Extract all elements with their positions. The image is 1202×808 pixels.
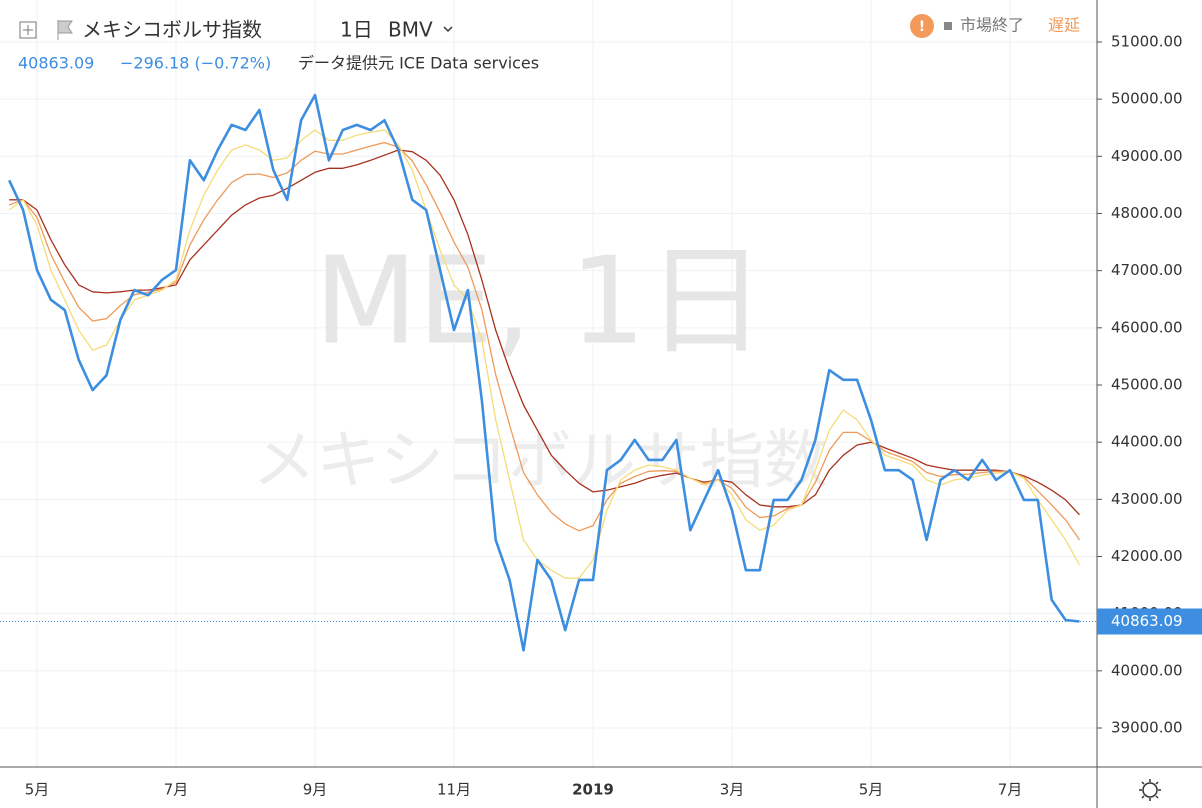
x-tick-label: 7月 (998, 781, 1023, 799)
y-tick-label: 49000.00 (1111, 147, 1183, 165)
ma-line (8, 141, 1081, 541)
y-tick-label: 47000.00 (1111, 261, 1183, 279)
y-tick-label: 39000.00 (1111, 719, 1183, 737)
settings-icon[interactable] (1139, 779, 1161, 801)
settings-teeth (1139, 779, 1161, 801)
y-tick-label: 50000.00 (1111, 90, 1183, 108)
x-tick-label: 9月 (303, 781, 328, 799)
y-tick-label: 45000.00 (1111, 375, 1183, 393)
market-status: 市場終了 (960, 16, 1024, 35)
status-dot (944, 22, 952, 30)
x-tick-label: 5月 (859, 781, 884, 799)
x-tick-label: 2019 (572, 781, 614, 799)
last-price: 40863.09 (18, 54, 94, 73)
x-tick-label: 5月 (25, 781, 50, 799)
price-change: −296.18 (−0.72%) (120, 54, 271, 73)
flag-icon (57, 20, 73, 40)
watermark-sub: メキシコボルサ指数 (252, 425, 828, 499)
watermark: ME, 1日 (314, 233, 766, 372)
y-tick-label: 43000.00 (1111, 490, 1183, 508)
settings-gear[interactable] (1142, 782, 1158, 798)
last-price-tag (1097, 608, 1202, 635)
ma-line (8, 129, 1081, 579)
delay-status[interactable]: 遅延 (1048, 16, 1080, 35)
header: メキシコボルサ指数 1日 BMV 40863.09 −296.18 (−0.72… (18, 14, 1080, 73)
y-tick-label: 44000.00 (1111, 433, 1183, 451)
x-tick-label: 11月 (437, 781, 471, 799)
x-tick-label: 3月 (720, 781, 745, 799)
y-tick-label: 48000.00 (1111, 204, 1183, 222)
plot (0, 93, 1097, 652)
price-line (8, 93, 1080, 652)
grid (0, 0, 1097, 767)
dropdown-caret[interactable] (443, 26, 453, 33)
add-icon-plus (23, 25, 33, 35)
y-tick-label: 46000.00 (1111, 318, 1183, 336)
y-tick-label: 40000.00 (1111, 661, 1183, 679)
exchange[interactable]: BMV (388, 18, 433, 42)
data-source: データ提供元 ICE Data services (298, 54, 539, 73)
interval[interactable]: 1日 (340, 18, 373, 42)
y-tick-label: 42000.00 (1111, 547, 1183, 565)
title: メキシコボルサ指数 (82, 18, 262, 42)
warning-icon[interactable] (910, 14, 934, 38)
y-tick-label: 51000.00 (1111, 32, 1183, 50)
axes: 39000.0040000.0041000.0042000.0043000.00… (25, 32, 1202, 799)
x-tick-label: 7月 (164, 781, 189, 799)
add-icon[interactable] (19, 21, 37, 39)
warning-mark: ! (919, 19, 925, 35)
ma-line (9, 149, 1080, 516)
last-price-tag-label: 40863.09 (1111, 612, 1183, 630)
